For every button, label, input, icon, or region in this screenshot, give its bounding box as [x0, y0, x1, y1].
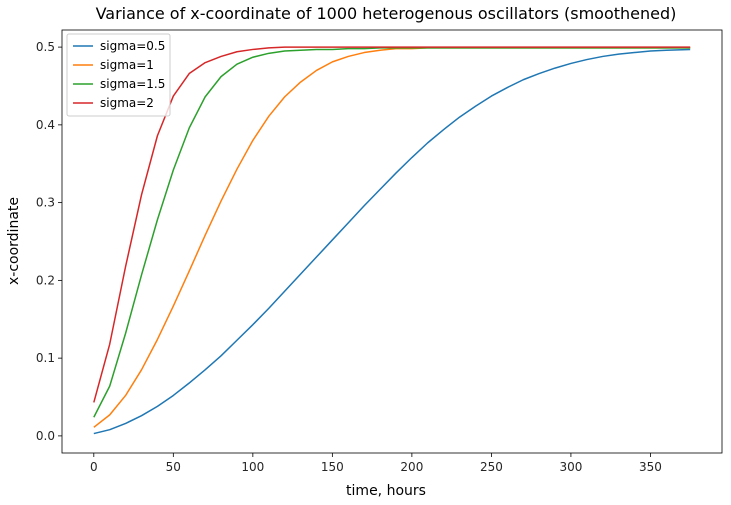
x-tick-label: 250	[480, 460, 503, 474]
x-tick-label: 0	[90, 460, 98, 474]
legend-entry: sigma=0.5	[100, 39, 165, 53]
y-tick-label: 0.4	[36, 118, 55, 132]
y-axis: 0.0 0.1 0.2 0.3 0.4 0.5	[36, 40, 62, 443]
y-axis-label: x-coordinate	[6, 197, 22, 285]
legend-box	[66, 33, 171, 117]
chart-title: Variance of x-coordinate of 1000 heterog…	[96, 4, 677, 23]
y-tick-label: 0.0	[36, 429, 55, 443]
legend-entry: sigma=1	[100, 58, 154, 72]
x-tick-label: 350	[639, 460, 662, 474]
x-axis: 0 50 100 150 200 250 300 350	[90, 453, 662, 474]
y-tick-label: 0.5	[36, 40, 55, 54]
series-line-1	[93, 48, 691, 435]
x-axis-label: time, hours	[346, 483, 426, 499]
plot-frame	[61, 29, 723, 454]
legend: sigma=0.5 sigma=1 sigma=1.5 sigma=2	[66, 33, 171, 117]
x-tick-label: 200	[400, 460, 423, 474]
y-tick-label: 0.2	[36, 273, 55, 287]
y-tick-label: 0.3	[36, 196, 55, 210]
legend-entry: sigma=1.5	[100, 77, 165, 91]
x-tick-label: 50	[166, 460, 181, 474]
y-tick-label: 0.1	[36, 351, 55, 365]
x-tick-label: 150	[321, 460, 344, 474]
series-line-4	[93, 46, 691, 403]
legend-entry: sigma=2	[100, 96, 154, 110]
series-line-3	[93, 47, 691, 418]
plot-area	[93, 46, 691, 435]
x-tick-label: 100	[241, 460, 264, 474]
x-tick-label: 300	[559, 460, 582, 474]
